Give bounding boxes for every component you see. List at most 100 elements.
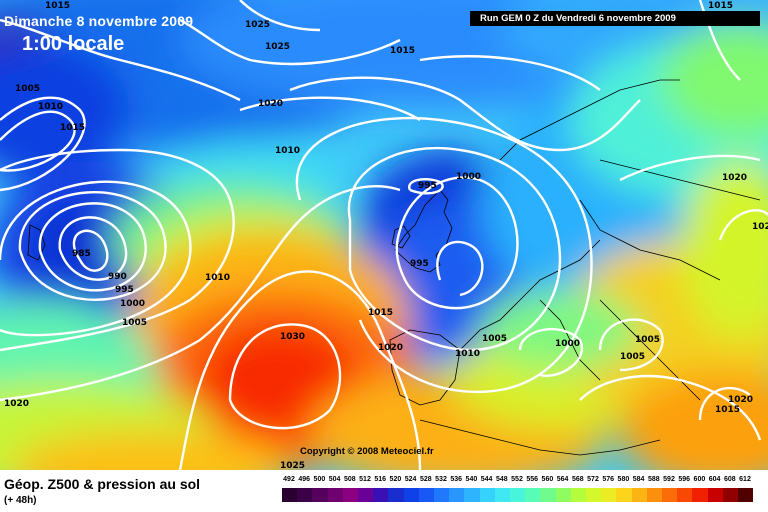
label-1010-b: 1010 (275, 146, 300, 156)
legend-swatch (586, 488, 602, 502)
legend-swatch (373, 488, 389, 502)
label-995-b: 995 (115, 285, 134, 295)
label-1015-b: 1015 (390, 46, 415, 56)
product-title: Géop. Z500 & pression au sol (4, 476, 201, 492)
legend-label: 592 (663, 476, 675, 483)
legend-swatch (540, 488, 556, 502)
label-1005-e: 1005 (635, 335, 660, 345)
legend-label: 564 (556, 476, 569, 483)
legend-swatch (662, 488, 678, 502)
legend-swatch (616, 488, 632, 502)
legend-label: 556 (526, 476, 539, 483)
legend-label: 608 (723, 476, 736, 483)
label-995-c: 995 (410, 259, 429, 269)
legend-label: 560 (541, 476, 554, 483)
legend-label: 596 (678, 476, 691, 483)
legend-label: 508 (343, 476, 356, 483)
legend-swatch (342, 488, 358, 502)
legend-swatch (570, 488, 586, 502)
geopotential-field (0, 0, 768, 470)
label-102-edge: 102 (752, 222, 768, 232)
label-1000-a: 1000 (456, 172, 481, 182)
legend-label: 580 (617, 476, 630, 483)
label-1005-a: 1005 (15, 84, 40, 94)
legend-swatch (479, 488, 495, 502)
label-1005-d: 1005 (620, 352, 645, 362)
label-1020-e: 1020 (4, 399, 29, 409)
legend-label: 516 (374, 476, 387, 483)
legend-swatch (403, 488, 419, 502)
legend-swatch (692, 488, 708, 502)
label-1015-c: 1015 (60, 123, 85, 133)
legend-label: 552 (511, 476, 523, 483)
label-1020-d: 1020 (728, 395, 753, 405)
legend-label: 540 (465, 476, 478, 483)
legend-label: 504 (328, 476, 341, 483)
legend-swatch (707, 488, 723, 502)
legend-swatch (449, 488, 465, 502)
forecast-date-title: Dimanche 8 novembre 2009 (4, 13, 194, 29)
isobar-labels: 1015 1025 1025 1015 1005 1010 1015 1020 … (4, 1, 768, 470)
lead-time-label: (+ 48h) (4, 495, 37, 506)
label-995-a: 995 (418, 181, 437, 191)
legend-swatch (601, 488, 617, 502)
legend-swatch (464, 488, 480, 502)
label-1000-c: 1000 (555, 339, 580, 349)
legend-swatch (388, 488, 404, 502)
legend-swatch (434, 488, 450, 502)
legend-swatch (312, 488, 328, 502)
weather-map: 1015 1025 1025 1015 1005 1010 1015 1020 … (0, 0, 768, 470)
legend-label: 536 (450, 476, 463, 483)
legend-label: 588 (647, 476, 660, 483)
legend-swatch (555, 488, 571, 502)
legend-label: 500 (313, 476, 326, 483)
legend-swatch (646, 488, 662, 502)
legend-label: 568 (571, 476, 584, 483)
legend-label: 548 (495, 476, 508, 483)
legend-swatch (358, 488, 374, 502)
label-990: 990 (108, 272, 127, 282)
legend-label: 612 (739, 476, 751, 483)
legend-swatch (631, 488, 647, 502)
label-1005-b: 1005 (122, 318, 147, 328)
footer-bar: Géop. Z500 & pression au sol (+ 48h) 492… (0, 470, 768, 512)
color-scale-legend: 492 496 500 504 508 512 516 520 524 528 532 536 540 5… (282, 476, 754, 510)
legend-label: 604 (708, 476, 721, 483)
legend-swatch (722, 488, 738, 502)
forecast-hour-title: 1:00 locale (22, 33, 125, 55)
map-canvas: 1015 1025 1025 1015 1005 1010 1015 1020 … (0, 0, 768, 470)
legend-swatch (282, 488, 298, 502)
model-run-banner: Run GEM 0 Z du Vendredi 6 novembre 2009 (470, 11, 760, 26)
label-1025-a: 1025 (245, 20, 270, 30)
label-1025-b: 1025 (265, 42, 290, 52)
legend-label: 524 (404, 476, 417, 483)
label-1000-b: 1000 (120, 299, 145, 309)
label-1020-b: 1020 (378, 343, 403, 353)
label-1010-d: 1010 (455, 349, 480, 359)
legend-swatch (510, 488, 526, 502)
legend-label: 544 (480, 476, 493, 483)
legend-label: 492 (283, 476, 295, 483)
legend-swatch (297, 488, 313, 502)
label-1015-e: 1015 (715, 405, 740, 415)
legend-label: 572 (587, 476, 599, 483)
legend-swatch (418, 488, 434, 502)
label-1030: 1030 (280, 332, 305, 342)
label-1020-a: 1020 (258, 99, 283, 109)
label-1015-f: 1015 (708, 1, 733, 11)
legend-swatch (738, 488, 754, 502)
label-985: 985 (72, 249, 91, 259)
legend-swatch (327, 488, 343, 502)
legend-swatch (677, 488, 693, 502)
legend-swatch (494, 488, 510, 502)
isobar-lines (0, 0, 768, 470)
legend-label: 584 (632, 476, 645, 483)
legend-label: 600 (693, 476, 706, 483)
legend-label: 528 (419, 476, 432, 483)
legend-swatch (525, 488, 541, 502)
label-1010-a: 1010 (38, 102, 63, 112)
label-1010-c: 1010 (205, 273, 230, 283)
label-1025-c: 1025 (280, 461, 305, 470)
legend-label: 496 (298, 476, 311, 483)
legend-label: 532 (435, 476, 447, 483)
